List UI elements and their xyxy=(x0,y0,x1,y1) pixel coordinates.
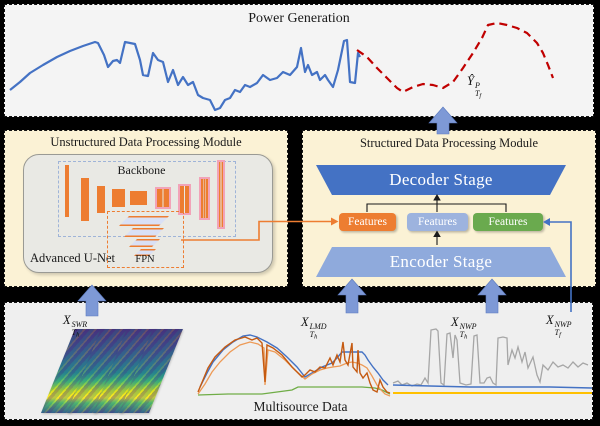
backbone-layer-bar xyxy=(217,160,225,229)
power-generation-panel: Power Generation Ŷ P Tf xyxy=(4,4,594,117)
multisource-data-caption: Multisource Data xyxy=(253,399,348,414)
unstructured-module-panel: Unstructured Data Processing Module Adva… xyxy=(4,130,288,287)
fpn-level xyxy=(129,239,160,247)
backbone-layer-bar xyxy=(112,189,125,207)
encoder-stage: Encoder Stage xyxy=(316,247,566,277)
input-label-nwp-history: X NWP Th xyxy=(451,315,477,341)
backbone-label: Backbone xyxy=(117,163,166,177)
backbone-layer-bar xyxy=(178,184,191,215)
fpn-level xyxy=(119,216,169,226)
features-box-encoder: Features xyxy=(407,213,468,231)
backbone-layer-bar xyxy=(97,186,105,213)
forecast-output-label: Ŷ P Tf xyxy=(467,74,482,100)
features-box-unstructured: Features xyxy=(339,213,396,231)
backbone-layer-bar xyxy=(130,191,147,205)
features-box-nwp-future: Features xyxy=(473,213,543,231)
encoder-stage-label: Encoder Stage xyxy=(389,252,493,271)
power-generation-title: Power Generation xyxy=(248,11,350,26)
fpn-label: FPN xyxy=(135,254,155,265)
backbone-layer-bar xyxy=(81,178,89,221)
fpn-level xyxy=(124,228,164,237)
fpn-level xyxy=(134,249,156,256)
decoder-stage-label: Decoder Stage xyxy=(389,170,493,189)
multisource-data-panel: X SWR Th X LMD Th X NWP Th X NWP Tf Multisource … xyxy=(4,302,593,420)
input-label-nwp-future: X NWP Tf xyxy=(546,313,572,339)
structured-module-panel: Structured Data Processing Module Decode… xyxy=(302,130,596,287)
structured-module-title: Structured Data Processing Module xyxy=(359,136,539,150)
backbone-layer-bar xyxy=(65,165,69,217)
input-label-lmd: X LMD Th xyxy=(301,315,327,341)
backbone-layer-bar xyxy=(155,187,171,209)
unstructured-module-title: Unstructured Data Processing Module xyxy=(50,135,242,149)
decoder-stage: Decoder Stage xyxy=(316,165,566,195)
input-label-swr: X SWR Th xyxy=(63,313,88,339)
advanced-unet-label: Advanced U-Net xyxy=(30,251,116,265)
backbone-layer-bar xyxy=(199,177,210,220)
